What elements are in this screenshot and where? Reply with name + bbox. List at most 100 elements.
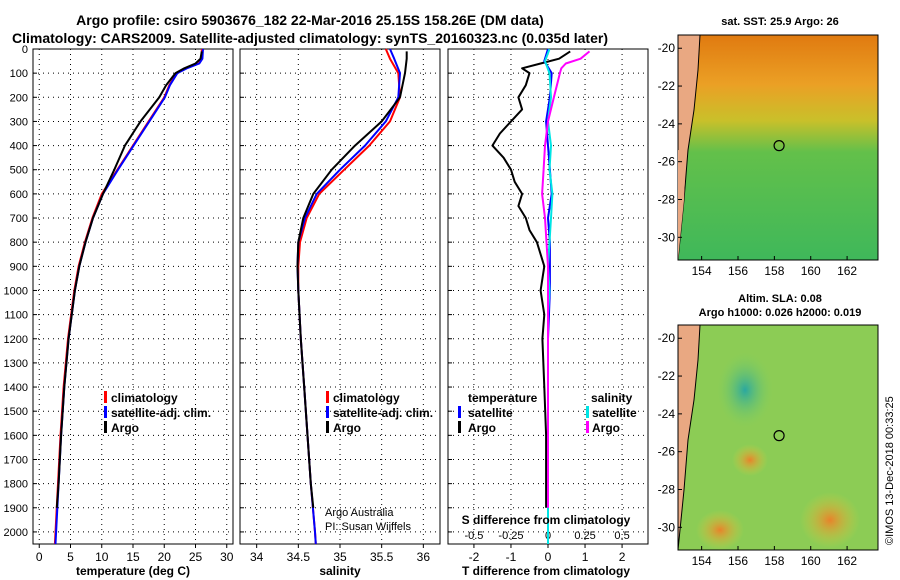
- s-diff-tick-label: 0.5: [614, 530, 629, 542]
- lon-tick-label: 156: [728, 554, 748, 568]
- legend-swatch-s-argo: [586, 421, 589, 433]
- attribution-pi: PI: Susan Wijffels: [325, 521, 411, 533]
- depth-tick-label: 1500: [4, 406, 28, 418]
- temperature-legend: climatology satellite-adj. clim. Argo: [104, 391, 211, 435]
- lon-tick-label: 160: [801, 554, 821, 568]
- legend-head-salinity: salinity: [591, 391, 633, 405]
- depth-tick-label: 1700: [4, 454, 28, 466]
- legend-swatch-satellite: [104, 406, 107, 418]
- legend-swatch-t-satellite: [458, 406, 461, 418]
- depth-tick-label: 1000: [4, 285, 28, 297]
- temperature-xlabel: temperature (deg C): [76, 564, 190, 578]
- depth-tick-label: 2000: [4, 527, 28, 539]
- lat-tick-label: -24: [658, 407, 676, 421]
- x-tick-label: 25: [189, 550, 203, 564]
- legend-swatch-s-satellite: [586, 406, 589, 418]
- depth-tick-label: 1600: [4, 430, 28, 442]
- sla-map-float-marker: [773, 430, 785, 442]
- legend-label-t-satellite: satellite: [468, 406, 513, 420]
- x-tick-label: 0: [36, 550, 43, 564]
- x-tick-label: 35: [333, 550, 347, 564]
- depth-tick-label: 300: [10, 116, 28, 128]
- lat-tick-label: -20: [658, 41, 676, 55]
- salinity-xlabel: salinity: [319, 564, 361, 578]
- legend-label-satellite: satellite-adj. clim.: [111, 406, 211, 420]
- x-tick-label: 34: [250, 550, 264, 564]
- x-tick-label: 10: [95, 550, 109, 564]
- sst-map-field: [677, 34, 879, 261]
- lat-tick-label: -28: [658, 192, 676, 206]
- sla-map-coastline: [677, 324, 701, 551]
- legend-label-t-argo: Argo: [468, 421, 496, 435]
- x-tick-label: 30: [220, 550, 234, 564]
- depth-tick-label: 600: [10, 189, 28, 201]
- salinity-panel: 34 34.5 35 35.5 36 salinity climatology sate…: [239, 48, 441, 578]
- lat-tick-label: -28: [658, 482, 676, 496]
- lon-tick-label: 154: [692, 264, 712, 278]
- depth-tick-label: 1300: [4, 358, 28, 370]
- x-tick-label: 1: [582, 550, 589, 564]
- legend-label-s-satellite: satellite: [592, 406, 637, 420]
- legend-label-climatology: climatology: [333, 391, 400, 405]
- sla-map-title-line2: Argo h1000: 0.026 h2000: 0.019: [699, 307, 862, 319]
- depth-tick-label: 1400: [4, 382, 28, 394]
- difference-panel: -2 -1 0 1 2-0.5 -0.25 0 0.25 0.5 T difference fr…: [447, 48, 649, 578]
- lat-tick-label: -30: [658, 520, 676, 534]
- legend-swatch-climatology: [104, 391, 107, 403]
- x-tick-label: 15: [126, 550, 140, 564]
- x-tick-label: 5: [67, 550, 74, 564]
- lat-tick-label: -30: [658, 230, 676, 244]
- s-difference-xlabel: S difference from climatology: [462, 513, 631, 527]
- lon-tick-label: 154: [692, 554, 712, 568]
- lat-tick-label: -20: [658, 331, 676, 345]
- depth-tick-label: 1100: [4, 310, 28, 322]
- argo-line: [296, 51, 408, 508]
- t-difference-xlabel: T difference from climatology: [462, 564, 630, 578]
- x-tick-label: -1: [506, 550, 517, 564]
- depth-tick-label: 0: [22, 44, 28, 56]
- depth-tick-label: 400: [10, 141, 28, 153]
- lon-tick-label: 158: [764, 554, 784, 568]
- s-diff-argo-line: [541, 50, 591, 508]
- lat-tick-label: -22: [658, 369, 676, 383]
- temperature-panel: 0 5 10 15 20 25 30 temperature (deg C) climato…: [32, 48, 234, 578]
- depth-tick-label: 100: [10, 68, 28, 80]
- sla-map-title-line1: Altim. SLA: 0.08: [738, 293, 822, 305]
- depth-tick-label: 1200: [4, 334, 28, 346]
- lon-tick-label: 158: [764, 264, 784, 278]
- sst-map-land: [678, 150, 686, 260]
- argo-line: [55, 51, 203, 508]
- depth-tick-label: 200: [10, 92, 28, 104]
- s-diff-tick-label: -0.5: [464, 530, 483, 542]
- x-tick-label: 36: [417, 550, 431, 564]
- depth-tick-label: 900: [10, 261, 28, 273]
- lat-tick-label: -26: [658, 445, 676, 459]
- lat-tick-label: -26: [658, 155, 676, 169]
- salinity-legend: climatology satellite-adj. clim. Argo: [326, 391, 433, 435]
- sst-map-float-marker: [773, 140, 785, 152]
- salinity-plot-frame: [239, 48, 441, 545]
- legend-swatch-satellite: [326, 406, 329, 418]
- lat-tick-label: -22: [658, 79, 676, 93]
- legend-label-argo: Argo: [333, 421, 361, 435]
- depth-axis-labels: 0 100 200 300 400 500 600 700 800 900 1000 1100 1200…: [4, 44, 28, 539]
- sla-anomaly-high: [732, 444, 768, 476]
- attribution-argo-australia: Argo Australia: [325, 507, 394, 519]
- sla-anomaly-low: [717, 352, 773, 428]
- depth-tick-label: 1800: [4, 479, 28, 491]
- difference-legend: temperature satellite Argo salinity sate…: [458, 391, 637, 435]
- depth-tick-label: 500: [10, 165, 28, 177]
- sla-anomaly-high: [696, 510, 744, 550]
- sst-map: 154 156 158 160 162 -20 -22 -24 -26 -28 -30 sat. S…: [658, 16, 879, 278]
- figure-title-line2: Climatology: CARS2009. Satellite-adjuste…: [12, 30, 608, 46]
- depth-tick-label: 1900: [4, 503, 28, 515]
- lon-tick-label: 162: [837, 554, 857, 568]
- x-tick-label: 34.5: [287, 550, 311, 564]
- s-diff-tick-label: 0.25: [574, 530, 595, 542]
- depth-tick-label: 700: [10, 213, 28, 225]
- x-tick-label: 35.5: [370, 550, 394, 564]
- x-tick-label: 0: [545, 550, 552, 564]
- legend-swatch-t-argo: [458, 421, 461, 433]
- legend-head-temperature: temperature: [468, 391, 538, 405]
